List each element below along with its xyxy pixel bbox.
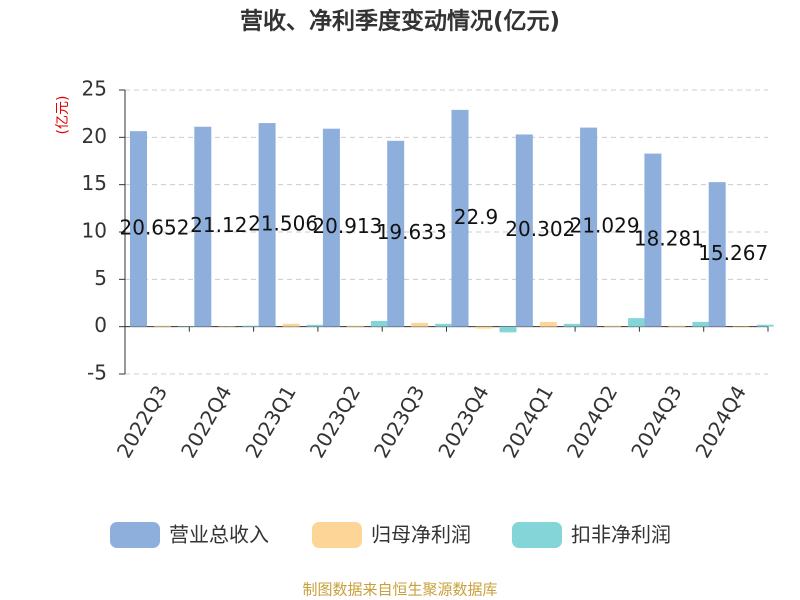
- legend-swatch: [512, 522, 562, 548]
- bar: [130, 131, 147, 327]
- x-tick-label: 2024Q2: [562, 381, 622, 462]
- data-label: 20.913: [312, 214, 382, 238]
- x-tick-label: 2022Q4: [176, 381, 236, 462]
- legend-label: 扣非净利润: [571, 523, 671, 547]
- bar: [580, 127, 598, 327]
- bar: [604, 325, 622, 327]
- x-tick-label: 2023Q4: [433, 381, 493, 462]
- y-tick-label: 20: [82, 124, 107, 148]
- bar: [370, 320, 388, 327]
- y-tick-label: -5: [87, 361, 107, 385]
- data-label: 20.652: [120, 215, 190, 239]
- bar: [411, 322, 429, 327]
- bar: [708, 182, 726, 327]
- y-tick-label: 10: [82, 219, 107, 243]
- bar: [475, 326, 493, 329]
- data-label: 21.12: [190, 213, 247, 237]
- y-tick-label: 25: [82, 77, 107, 101]
- bar: [306, 324, 324, 327]
- x-tick-label: 2024Q1: [498, 381, 558, 462]
- y-tick-label: 0: [94, 313, 107, 337]
- data-label: 21.506: [248, 211, 318, 235]
- bar: [756, 324, 774, 327]
- chart-title: 营收、净利季度变动情况(亿元): [240, 8, 560, 35]
- bar: [628, 318, 646, 327]
- bar: [668, 325, 686, 327]
- x-tick-label: 2023Q1: [240, 381, 300, 462]
- legend-label: 归母净利润: [371, 523, 471, 547]
- bar: [154, 325, 171, 327]
- bar: [563, 323, 581, 327]
- legend-swatch: [110, 522, 160, 548]
- x-tick-label: 2022Q3: [112, 381, 172, 462]
- x-tick-label: 2024Q4: [690, 381, 750, 462]
- x-tick-label: 2023Q2: [305, 381, 365, 462]
- legend-swatch: [312, 522, 362, 548]
- bar: [451, 109, 469, 327]
- bar: [692, 321, 710, 327]
- bar: [258, 123, 276, 327]
- bar: [242, 325, 260, 327]
- data-label: 15.267: [698, 241, 768, 265]
- data-label: 20.302: [505, 217, 575, 241]
- data-label: 21.029: [570, 214, 640, 238]
- bar: [499, 326, 517, 333]
- y-tick-label: 5: [94, 266, 107, 290]
- bar: [732, 326, 750, 328]
- bar: [322, 128, 340, 327]
- bar: [644, 153, 662, 327]
- data-label: 22.9: [454, 205, 499, 229]
- bar: [282, 323, 300, 327]
- data-label: 19.633: [377, 220, 447, 244]
- bar: [387, 140, 405, 327]
- source-note: 制图数据来自恒生聚源数据库: [302, 581, 497, 599]
- legend-label: 营业总收入: [169, 523, 269, 547]
- bar: [194, 126, 212, 327]
- bar: [539, 321, 557, 327]
- x-tick-label: 2023Q3: [369, 381, 429, 462]
- bar: [435, 323, 453, 327]
- y-tick-label: 15: [82, 171, 107, 195]
- bar: [346, 325, 364, 327]
- y-axis-label: (亿元): [55, 96, 71, 135]
- x-tick-label: 2024Q3: [626, 381, 686, 462]
- bar: [515, 134, 533, 327]
- data-label: 18.281: [634, 227, 704, 251]
